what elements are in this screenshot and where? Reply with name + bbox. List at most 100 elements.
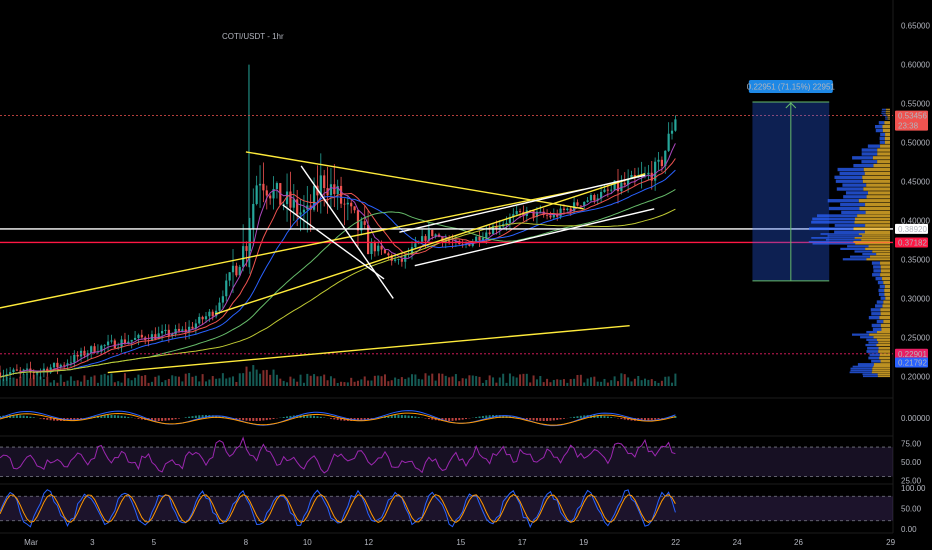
macd-histogram-bar bbox=[583, 415, 586, 418]
candle-body bbox=[660, 159, 663, 167]
volume-bar bbox=[130, 380, 133, 386]
volume-profile-bar bbox=[884, 292, 890, 296]
candle-body bbox=[154, 334, 157, 340]
macd-histogram-bar bbox=[201, 415, 204, 418]
volume-bar bbox=[120, 382, 123, 386]
volume-bar bbox=[59, 374, 62, 386]
candle-body bbox=[25, 368, 29, 370]
volume-bar bbox=[674, 373, 677, 386]
macd-histogram-bar bbox=[623, 418, 626, 420]
candle-body bbox=[515, 211, 518, 215]
candle-body bbox=[211, 311, 214, 317]
volume-profile-bar bbox=[862, 252, 877, 256]
volume-profile-bar bbox=[855, 217, 890, 221]
candle-body bbox=[366, 224, 370, 255]
volume-bar bbox=[161, 382, 164, 386]
volume-bar bbox=[488, 375, 491, 386]
volume-bar bbox=[174, 376, 177, 386]
volume-profile-bar bbox=[808, 240, 854, 243]
candle-body bbox=[549, 215, 552, 218]
volume-profile-bar bbox=[881, 112, 886, 114]
volume-profile-bar bbox=[865, 247, 890, 251]
macd-histogram-bar bbox=[542, 418, 545, 421]
volume-profile-bar bbox=[827, 235, 862, 237]
macd-histogram-bar bbox=[458, 418, 461, 421]
candle-body bbox=[76, 354, 79, 357]
candle-body bbox=[478, 236, 481, 241]
macd-histogram-bar bbox=[329, 418, 332, 419]
macd-histogram-bar bbox=[448, 418, 451, 421]
candle-body bbox=[323, 175, 326, 189]
candle-body bbox=[606, 189, 609, 191]
volume-bar bbox=[336, 382, 339, 386]
volume-bar bbox=[627, 377, 630, 386]
macd-histogram-bar bbox=[556, 418, 559, 420]
macd-histogram-bar bbox=[76, 418, 79, 420]
volume-bar bbox=[279, 378, 282, 386]
volume-bar bbox=[319, 376, 322, 386]
volume-bar bbox=[96, 382, 99, 386]
volume-bar bbox=[451, 376, 454, 386]
volume-bar bbox=[127, 378, 130, 386]
volume-profile-bar bbox=[871, 261, 881, 265]
macd-histogram-bar bbox=[9, 415, 12, 418]
candle-body bbox=[59, 364, 62, 368]
volume-profile-bar bbox=[861, 239, 890, 241]
volume-bar bbox=[19, 376, 22, 386]
volume-profile-bar bbox=[866, 183, 890, 187]
macd-histogram-bar bbox=[559, 418, 562, 420]
candle-body bbox=[600, 191, 603, 199]
volume-bar bbox=[289, 376, 292, 386]
price-tick-label: 0.65000 bbox=[901, 22, 930, 31]
volume-bar bbox=[431, 373, 434, 386]
volume-profile-bar bbox=[872, 367, 890, 370]
macd-histogram-bar bbox=[302, 415, 305, 418]
volume-bar bbox=[238, 373, 241, 386]
volume-bar bbox=[644, 378, 647, 386]
macd-histogram-bar bbox=[22, 415, 25, 418]
volume-profile-bar bbox=[884, 140, 890, 144]
macd-histogram-bar bbox=[535, 418, 538, 421]
volume-profile-bar bbox=[868, 315, 880, 320]
candle-body bbox=[265, 190, 268, 196]
macd-histogram-bar bbox=[69, 418, 72, 421]
macd-histogram-bar bbox=[454, 418, 457, 421]
price-label-badge bbox=[895, 110, 928, 131]
volume-bar bbox=[448, 377, 451, 386]
volume-profile-bar bbox=[879, 140, 885, 144]
volume-profile-bar bbox=[877, 280, 884, 285]
volume-bar bbox=[316, 376, 319, 386]
volume-profile-bar bbox=[880, 132, 886, 137]
macd-histogram-bar bbox=[627, 418, 630, 421]
volume-profile-bar bbox=[849, 371, 872, 374]
volume-profile-bar bbox=[862, 375, 878, 378]
macd-histogram-bar bbox=[363, 418, 366, 420]
macd-histogram-bar bbox=[184, 417, 187, 418]
volume-bar bbox=[346, 382, 349, 386]
volume-profile-bar bbox=[884, 288, 890, 293]
candle-body bbox=[353, 206, 356, 211]
volume-profile-bar bbox=[868, 356, 880, 360]
volume-profile-bar bbox=[880, 308, 890, 312]
time-tick-label: Mar bbox=[24, 538, 38, 547]
volume-profile-bar bbox=[861, 160, 878, 164]
macd-histogram-bar bbox=[103, 415, 106, 418]
chart-title: COTI/USDT - 1hr bbox=[222, 32, 284, 41]
volume-bar bbox=[367, 380, 370, 386]
candle-body bbox=[90, 346, 93, 354]
macd-histogram-bar bbox=[174, 418, 177, 420]
candle-body bbox=[431, 229, 434, 237]
macd-histogram-bar bbox=[356, 418, 359, 421]
volume-profile-bar bbox=[839, 171, 865, 176]
volume-bar bbox=[383, 374, 386, 386]
macd-histogram-bar bbox=[164, 418, 167, 421]
macd-histogram-bar bbox=[242, 418, 245, 421]
moving-average-line bbox=[0, 143, 676, 378]
macd-histogram-bar bbox=[539, 418, 542, 421]
time-tick-label: 19 bbox=[579, 538, 588, 547]
candle-body bbox=[562, 208, 566, 211]
volume-bar bbox=[184, 373, 187, 386]
volume-profile-bar bbox=[873, 163, 890, 168]
